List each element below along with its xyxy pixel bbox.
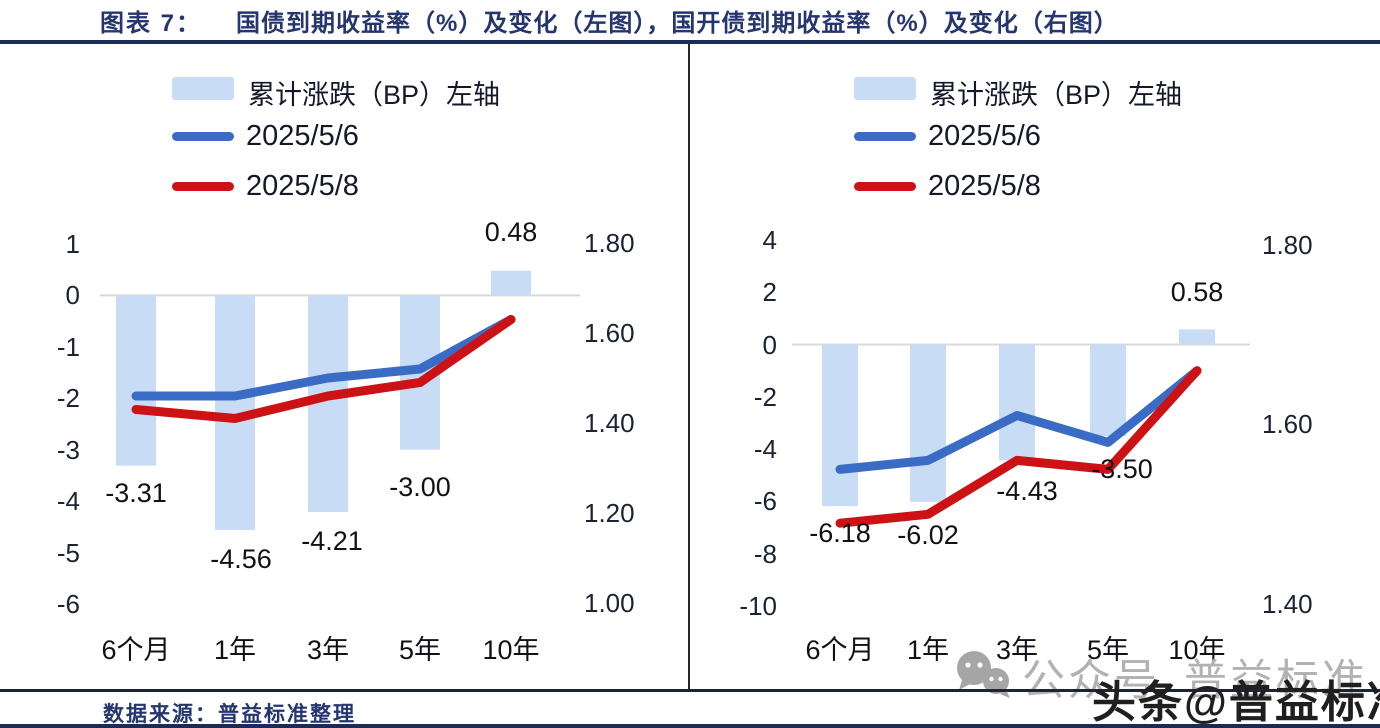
right-chart-x-label: 1年 xyxy=(906,635,950,665)
left-chart-x-label: 5年 xyxy=(398,635,442,665)
right-chart-line-2025-5-6 xyxy=(835,366,1202,474)
right-chart-line-2025-5-8 xyxy=(835,366,1202,528)
left-chart-right-axis-tick: 1.40 xyxy=(584,408,635,438)
right-chart-left-axis-tick: -4 xyxy=(753,434,777,464)
right-legend-bar-swatch xyxy=(854,77,916,100)
left-chart-x-label: 3年 xyxy=(306,635,350,665)
left-legend-line2-swatch xyxy=(172,182,234,191)
left-chart-bar-10年 xyxy=(491,270,531,296)
data-source-note: 数据来源：普益标准整理 xyxy=(103,703,356,726)
right-chart-data-label: 0.58 xyxy=(1170,277,1224,307)
right-chart-x-label: 10年 xyxy=(1168,635,1226,665)
right-chart-data-label: -4.43 xyxy=(996,476,1058,506)
left-chart-left-axis-tick: 1 xyxy=(65,229,80,259)
left-legend-bar-label: 累计涨跌（BP）左轴 xyxy=(248,80,501,110)
blue-line-swatch xyxy=(172,132,234,141)
right-chart-right-axis-tick: 1.40 xyxy=(1262,589,1313,619)
left-chart-data-label: -3.00 xyxy=(389,472,451,502)
left-legend-line1-label: 2025/5/6 xyxy=(246,120,359,152)
right-chart-left-axis-tick: 0 xyxy=(762,330,777,360)
wechat-icon xyxy=(957,651,1010,698)
watermark-dark: 头条@普益标准 xyxy=(1092,678,1380,727)
right-chart-x-label: 6个月 xyxy=(805,635,875,665)
right-legend-line1-swatch xyxy=(854,132,916,141)
right-chart-right-axis-tick: 1.80 xyxy=(1262,230,1313,260)
left-chart-data-label: 0.48 xyxy=(484,217,538,247)
left-chart-left-axis-tick: -6 xyxy=(56,589,80,619)
left-chart-right-axis-tick: 1.20 xyxy=(584,498,635,528)
right-chart-bar-6个月 xyxy=(822,344,858,507)
figure-title: 国债到期收益率（%）及变化（左图），国开债到期收益率（%）及变化（右图） xyxy=(236,9,1119,37)
right-chart-left-axis-tick: -6 xyxy=(753,486,777,516)
right-chart-bar-5年 xyxy=(1090,344,1126,437)
right-chart-left-axis-tick: -10 xyxy=(739,591,777,621)
left-legend-line2-label: 2025/5/8 xyxy=(246,170,359,202)
left-chart-x-label: 10年 xyxy=(482,635,540,665)
red-line-swatch xyxy=(854,182,916,191)
right-chart-left-axis-tick: -8 xyxy=(753,539,777,569)
right-chart-data-label: -6.18 xyxy=(809,518,871,548)
right-legend-bar-label: 累计涨跌（BP）左轴 xyxy=(930,80,1183,110)
left-chart-left-axis-tick: -5 xyxy=(56,538,80,568)
left-chart-left-axis-tick: -4 xyxy=(56,486,80,516)
left-chart-data-label: -4.21 xyxy=(301,526,363,556)
title-underline xyxy=(0,40,1380,44)
figure-number: 图表 7： xyxy=(100,9,203,37)
left-chart-x-label: 1年 xyxy=(213,635,257,665)
right-chart-data-label: -3.50 xyxy=(1091,454,1153,484)
right-chart-data-label: -6.02 xyxy=(897,520,959,550)
right-chart-bar-3年 xyxy=(999,344,1035,461)
figure-title-row: 图表 7： 国债到期收益率（%）及变化（左图），国开债到期收益率（%）及变化（右… xyxy=(0,0,1380,40)
red-line-swatch xyxy=(172,182,234,191)
left-chart-left-axis-tick: 0 xyxy=(65,280,80,310)
left-chart-line-2025-5-8 xyxy=(131,315,516,423)
watermark-gray-name: 普益标准 xyxy=(1184,657,1368,705)
left-legend-bar-swatch xyxy=(172,77,234,100)
left-chart-data-label: -4.56 xyxy=(210,544,272,574)
right-chart-left-axis-tick: 4 xyxy=(762,225,777,255)
bar-series-swatch xyxy=(854,77,916,100)
right-chart-left-axis-tick: -2 xyxy=(753,382,777,412)
right-chart-left-axis-tick: 2 xyxy=(762,277,777,307)
bar-series-swatch xyxy=(172,77,234,100)
right-chart-right-axis-tick: 1.60 xyxy=(1262,409,1313,439)
left-chart-right-axis-tick: 1.80 xyxy=(584,228,635,258)
left-legend-line1-swatch xyxy=(172,132,234,141)
footer-rule xyxy=(0,689,1380,692)
watermark-gray-prefix: 公众号 xyxy=(1022,657,1160,705)
right-chart-bar-10年 xyxy=(1179,329,1215,345)
left-chart-data-label: -3.31 xyxy=(105,478,167,508)
left-chart-left-axis-tick: -1 xyxy=(56,332,80,362)
left-chart-right-axis-tick: 1.00 xyxy=(584,588,635,618)
bottom-border xyxy=(0,724,1380,728)
left-chart-x-label: 6个月 xyxy=(101,635,171,665)
right-legend-line2-label: 2025/5/8 xyxy=(928,170,1041,202)
right-chart-bar-1年 xyxy=(910,344,946,502)
chart-divider xyxy=(688,44,690,689)
right-legend-line2-swatch xyxy=(854,182,916,191)
left-chart-right-axis-tick: 1.60 xyxy=(584,318,635,348)
blue-line-swatch xyxy=(854,132,916,141)
right-legend-line1-label: 2025/5/6 xyxy=(928,120,1041,152)
right-chart-x-label: 5年 xyxy=(1086,635,1130,665)
left-chart-left-axis-tick: -2 xyxy=(56,383,80,413)
left-chart-left-axis-tick: -3 xyxy=(56,435,80,465)
left-chart-bar-6个月 xyxy=(116,295,156,466)
left-chart-line-2025-5-6 xyxy=(131,315,516,401)
right-chart-x-label: 3年 xyxy=(995,635,1039,665)
